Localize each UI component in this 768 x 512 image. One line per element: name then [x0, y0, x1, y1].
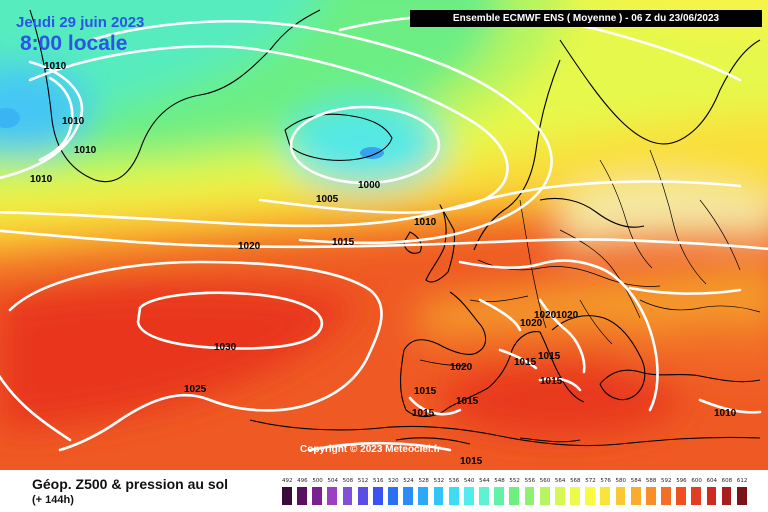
legend-value: 548: [494, 478, 505, 484]
legend-value: 536: [448, 478, 460, 484]
legend-swatch: [630, 487, 641, 505]
isobar-label: 1015: [540, 376, 563, 387]
legend-value: 580: [615, 478, 627, 484]
weather-map: 1010 1010 1010 1010 1010 1000 1005 1015 …: [0, 0, 768, 470]
legend-value: 528: [418, 478, 429, 484]
legend-value: 588: [645, 478, 657, 484]
legend-value: 556: [524, 478, 536, 484]
isobar-label: 1020: [556, 310, 579, 321]
legend-value: 612: [736, 478, 748, 484]
lead-time: (+ 144h): [32, 494, 74, 506]
legend-value: 576: [600, 478, 611, 484]
legend-value: 568: [570, 478, 581, 484]
isobar-label: 1015: [514, 357, 537, 368]
legend-swatch: [297, 487, 307, 505]
legend-value: 608: [721, 478, 733, 484]
legend-value: 500: [312, 478, 323, 484]
legend-value: 596: [676, 478, 687, 484]
legend-value: 540: [463, 478, 475, 484]
legend-swatch: [418, 487, 429, 505]
legend-swatch: [676, 487, 686, 505]
legend-swatch: [509, 487, 520, 505]
legend-swatch: [388, 487, 398, 505]
isobars: [0, 13, 768, 452]
valid-time: 8:00 locale: [20, 32, 128, 55]
legend-value: 524: [403, 478, 414, 484]
legend-value: 512: [357, 478, 369, 484]
legend-value: 552: [509, 478, 520, 484]
legend-swatch: [312, 487, 323, 505]
legend-swatch: [494, 487, 505, 505]
copyright: Copyright © 2023 Meteociel.fr: [300, 444, 441, 455]
isobar-labels: 1010 1010 1010 1010 1010 1000 1005 1015 …: [30, 61, 737, 467]
legend-swatch: [721, 487, 732, 505]
legend-value: 504: [327, 478, 338, 484]
legend-swatch: [433, 487, 444, 505]
isobar-label: 1005: [316, 194, 339, 205]
isobar-label: 1000: [358, 180, 381, 191]
legend-swatch: [448, 487, 459, 505]
isobar-label: 1015: [412, 408, 435, 419]
legend-swatch: [706, 487, 717, 505]
legend-value: 492: [282, 478, 293, 484]
legend-swatch: [403, 487, 414, 505]
isobar-label: 1025: [184, 384, 207, 395]
z500-field: [0, 0, 768, 470]
legend-swatch: [661, 487, 671, 505]
legend-swatch: [570, 487, 580, 505]
legend-swatch: [585, 487, 596, 505]
legend-swatch: [539, 487, 550, 505]
legend-swatch: [691, 487, 702, 505]
color-legend: 492 496 500 504 508 512 516 520 524 528 532 536 540 5…: [282, 478, 752, 506]
legend-value: 572: [585, 478, 596, 484]
legend-value: 532: [433, 478, 445, 484]
legend-value: 544: [479, 478, 490, 484]
isobar-label: 1010: [714, 408, 737, 419]
isobar-label: 1010: [74, 145, 97, 156]
legend-value: 604: [706, 478, 718, 484]
isobar-label: 1020: [534, 310, 557, 321]
isobar-label: 1020: [450, 362, 473, 373]
legend-value: 520: [388, 478, 399, 484]
legend-swatch: [524, 487, 535, 505]
isobar-label: 1015: [456, 396, 479, 407]
isobar-label: 1015: [538, 351, 561, 362]
legend-value: 592: [661, 478, 672, 484]
legend-value: 496: [297, 478, 308, 484]
legend-value: 560: [539, 478, 551, 484]
isobar-label: 1030: [214, 342, 237, 353]
legend-value: 600: [691, 478, 702, 484]
legend-value: 516: [372, 478, 384, 484]
legend-swatch: [736, 487, 747, 505]
legend-value: 564: [554, 478, 566, 484]
product-title: Géop. Z500 & pression au sol: [32, 476, 229, 492]
isobar-label: 1010: [62, 116, 85, 127]
isobar-label: 1010: [414, 217, 437, 228]
legend-swatch: [554, 487, 565, 505]
isobar-label: 1010: [44, 61, 67, 72]
legend-swatch: [327, 487, 338, 505]
isobar-label: 1020: [520, 318, 543, 329]
legend-swatch: [463, 487, 474, 505]
legend-swatch: [645, 487, 656, 505]
isobar-label: 1015: [414, 386, 437, 397]
legend-swatch: [615, 487, 626, 505]
legend-swatch: [372, 487, 383, 505]
legend-swatch: [342, 487, 353, 505]
legend-swatch: [282, 487, 292, 505]
legend-value: 584: [630, 478, 642, 484]
isobar-label: 1020: [238, 241, 261, 252]
isobar-label: 1015: [332, 237, 355, 248]
legend-swatch: [479, 487, 489, 505]
valid-date: Jeudi 29 juin 2023: [16, 14, 145, 31]
run-info: Ensemble ECMWF ENS ( Moyenne ) - 06 Z du…: [410, 10, 762, 27]
legend-value: 508: [342, 478, 354, 484]
isobar-label: 1010: [30, 174, 53, 185]
legend-swatch: [600, 487, 611, 505]
isobar-label: 1015: [460, 456, 483, 467]
legend-swatch: [357, 487, 368, 505]
